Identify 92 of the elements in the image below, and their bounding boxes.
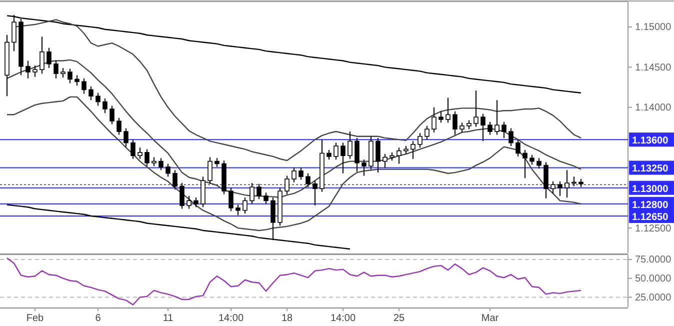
candlestick	[334, 142, 338, 160]
y-tick-label: 25.0000	[635, 292, 672, 304]
x-tick-label: 6	[95, 313, 102, 324]
candlestick	[54, 60, 58, 79]
candlestick	[452, 110, 458, 136]
y-tick-label: 1.15000	[635, 22, 672, 34]
candlestick	[124, 128, 128, 148]
candlestick	[292, 167, 296, 183]
y-tick-label: 1.14000	[635, 102, 672, 114]
candlestick	[96, 92, 100, 106]
ref-line-label: 1.13600	[632, 136, 669, 147]
y-tick-label: 1.12500	[635, 223, 672, 234]
candlestick	[158, 158, 164, 171]
candlestick	[68, 68, 72, 84]
candlestick	[382, 154, 388, 168]
candlestick	[186, 195, 192, 210]
candlestick	[418, 132, 422, 148]
candlestick	[340, 142, 346, 174]
candlestick	[130, 139, 136, 160]
line-series	[6, 96, 582, 232]
candlestick	[572, 176, 576, 187]
candlestick	[138, 147, 142, 160]
candlestick	[116, 117, 122, 136]
candlestick	[82, 78, 86, 94]
ref-line-label: 1.13000	[632, 184, 669, 195]
candlestick	[312, 180, 318, 206]
candlestick	[102, 98, 108, 114]
candlestick	[236, 204, 240, 216]
candlestick	[488, 121, 492, 136]
y-tick-label: 50.0000	[635, 274, 672, 285]
x-tick-label: Feb	[26, 313, 44, 324]
ref-line-label: 1.12800	[632, 200, 669, 211]
candlestick	[180, 182, 184, 210]
candlestick	[564, 170, 570, 198]
candlestick	[306, 172, 310, 188]
candlestick	[46, 47, 52, 68]
candlestick	[256, 183, 262, 200]
candlestick	[354, 137, 360, 172]
x-tick-label: 11	[162, 313, 174, 324]
candlestick	[516, 139, 520, 157]
candlestick	[376, 137, 380, 174]
candlestick	[550, 180, 556, 194]
y-tick-label: 1.14500	[635, 62, 672, 74]
candlestick	[480, 113, 486, 142]
candlestick	[60, 67, 66, 78]
candlestick	[110, 105, 114, 125]
candlestick	[410, 140, 416, 160]
candlestick	[298, 167, 304, 180]
candlestick	[544, 162, 548, 199]
y-tick-label: 75.0000	[635, 254, 672, 266]
candlestick	[494, 100, 500, 136]
candlestick	[144, 148, 150, 167]
candlestick	[284, 175, 290, 195]
candlestick	[228, 187, 234, 212]
candlestick	[200, 176, 206, 208]
candlestick	[362, 159, 366, 176]
x-tick-label: Mar	[481, 313, 500, 324]
candlestick	[536, 158, 542, 170]
candlestick	[502, 121, 506, 138]
candlestick	[474, 90, 478, 128]
candlestick	[250, 182, 254, 204]
candlestick	[438, 110, 444, 124]
candlestick	[530, 154, 534, 166]
candlestick	[460, 122, 464, 133]
candlestick	[242, 196, 248, 214]
x-tick-label: 14:00	[218, 313, 244, 324]
candlestick	[172, 170, 178, 190]
candlestick	[446, 97, 450, 124]
line-series	[6, 15, 582, 94]
candlestick	[326, 150, 332, 160]
x-tick-label: 18	[281, 313, 293, 324]
candlestick	[32, 65, 38, 78]
candlestick	[194, 196, 198, 208]
candlestick	[432, 106, 436, 133]
candlestick	[26, 60, 30, 79]
candlestick	[208, 156, 212, 184]
candlestick	[508, 128, 514, 147]
candlestick	[424, 125, 430, 140]
candlestick	[522, 150, 528, 179]
x-tick-label: 25	[393, 313, 405, 324]
ref-line-label: 1.12650	[632, 212, 669, 223]
candlestick	[88, 86, 94, 101]
candlestick	[558, 180, 562, 196]
candlestick	[348, 131, 352, 160]
ref-line-label: 1.13250	[632, 164, 669, 175]
candlestick	[166, 163, 170, 178]
candlestick	[396, 147, 402, 164]
candlestick	[40, 36, 44, 74]
line-series	[6, 257, 582, 306]
x-tick-label: 14:00	[330, 313, 356, 324]
candlestick	[264, 192, 268, 204]
candlestick	[74, 74, 80, 86]
